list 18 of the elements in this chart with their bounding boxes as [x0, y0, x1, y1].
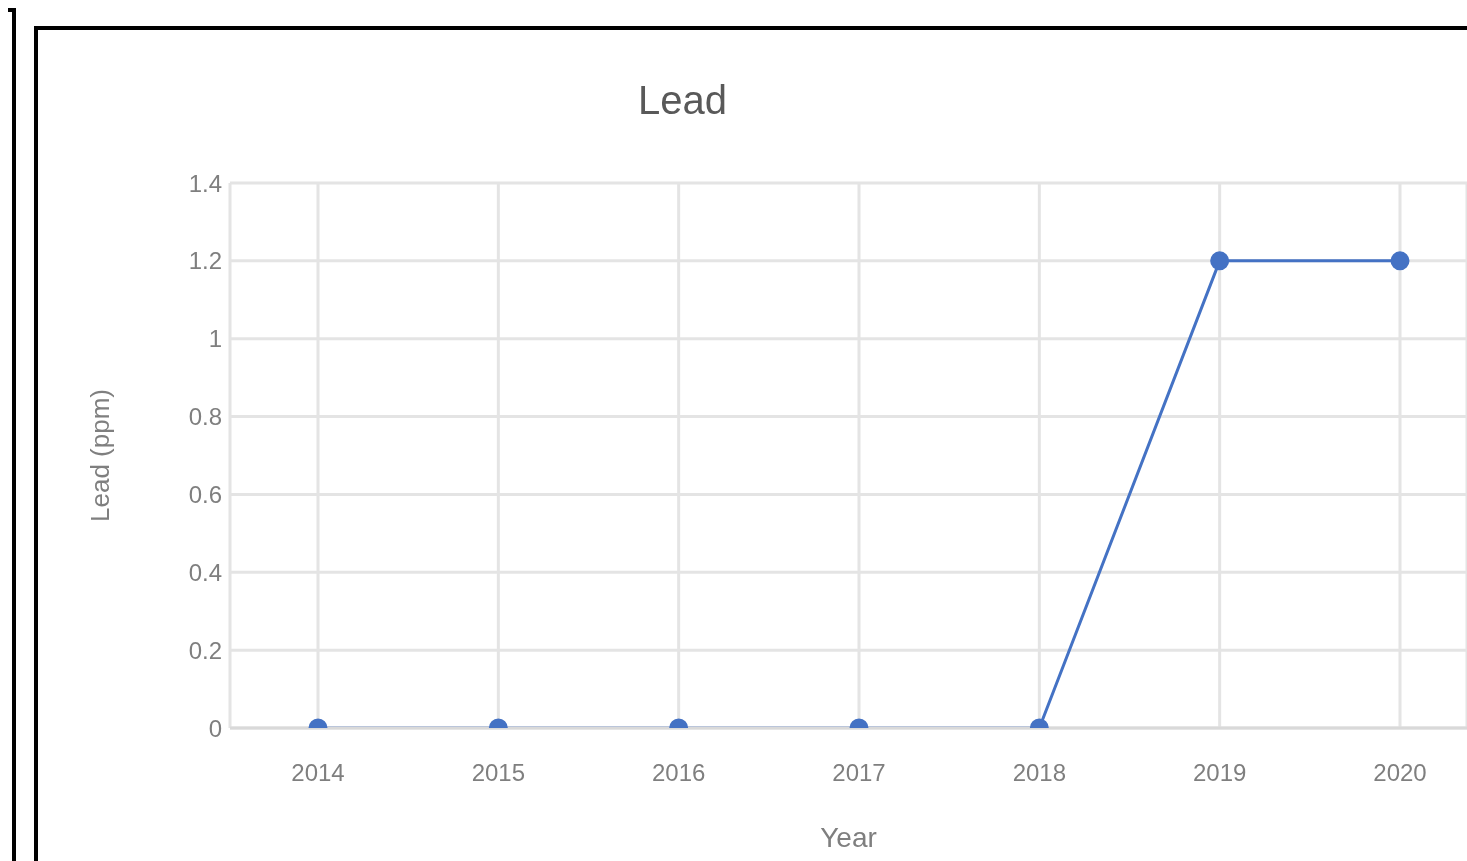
- x-tick-label: 2016: [651, 759, 706, 787]
- y-tick-label: 0: [208, 714, 222, 742]
- x-tick-label: 2019: [1192, 759, 1247, 787]
- y-axis-title: Lead (ppm): [85, 389, 116, 522]
- y-tick-label: 1: [208, 325, 222, 353]
- y-tick-label: 0.6: [188, 480, 222, 508]
- x-tick-label: 2015: [471, 759, 526, 787]
- y-tick-label: 0.2: [188, 636, 222, 664]
- chart-title: Lead: [638, 78, 727, 122]
- x-tick-label: 2018: [1012, 759, 1067, 787]
- y-tick-label: 0.4: [188, 558, 222, 586]
- x-axis-title: Year: [820, 822, 877, 853]
- y-tick-label: 1.2: [188, 247, 222, 275]
- x-tick-label: 2017: [832, 759, 886, 787]
- y-tick-label: 0.8: [188, 403, 222, 431]
- x-tick-label: 2020: [1373, 759, 1427, 787]
- x-tick-label: 2014: [291, 759, 345, 787]
- y-tick-label: 1.4: [188, 169, 222, 197]
